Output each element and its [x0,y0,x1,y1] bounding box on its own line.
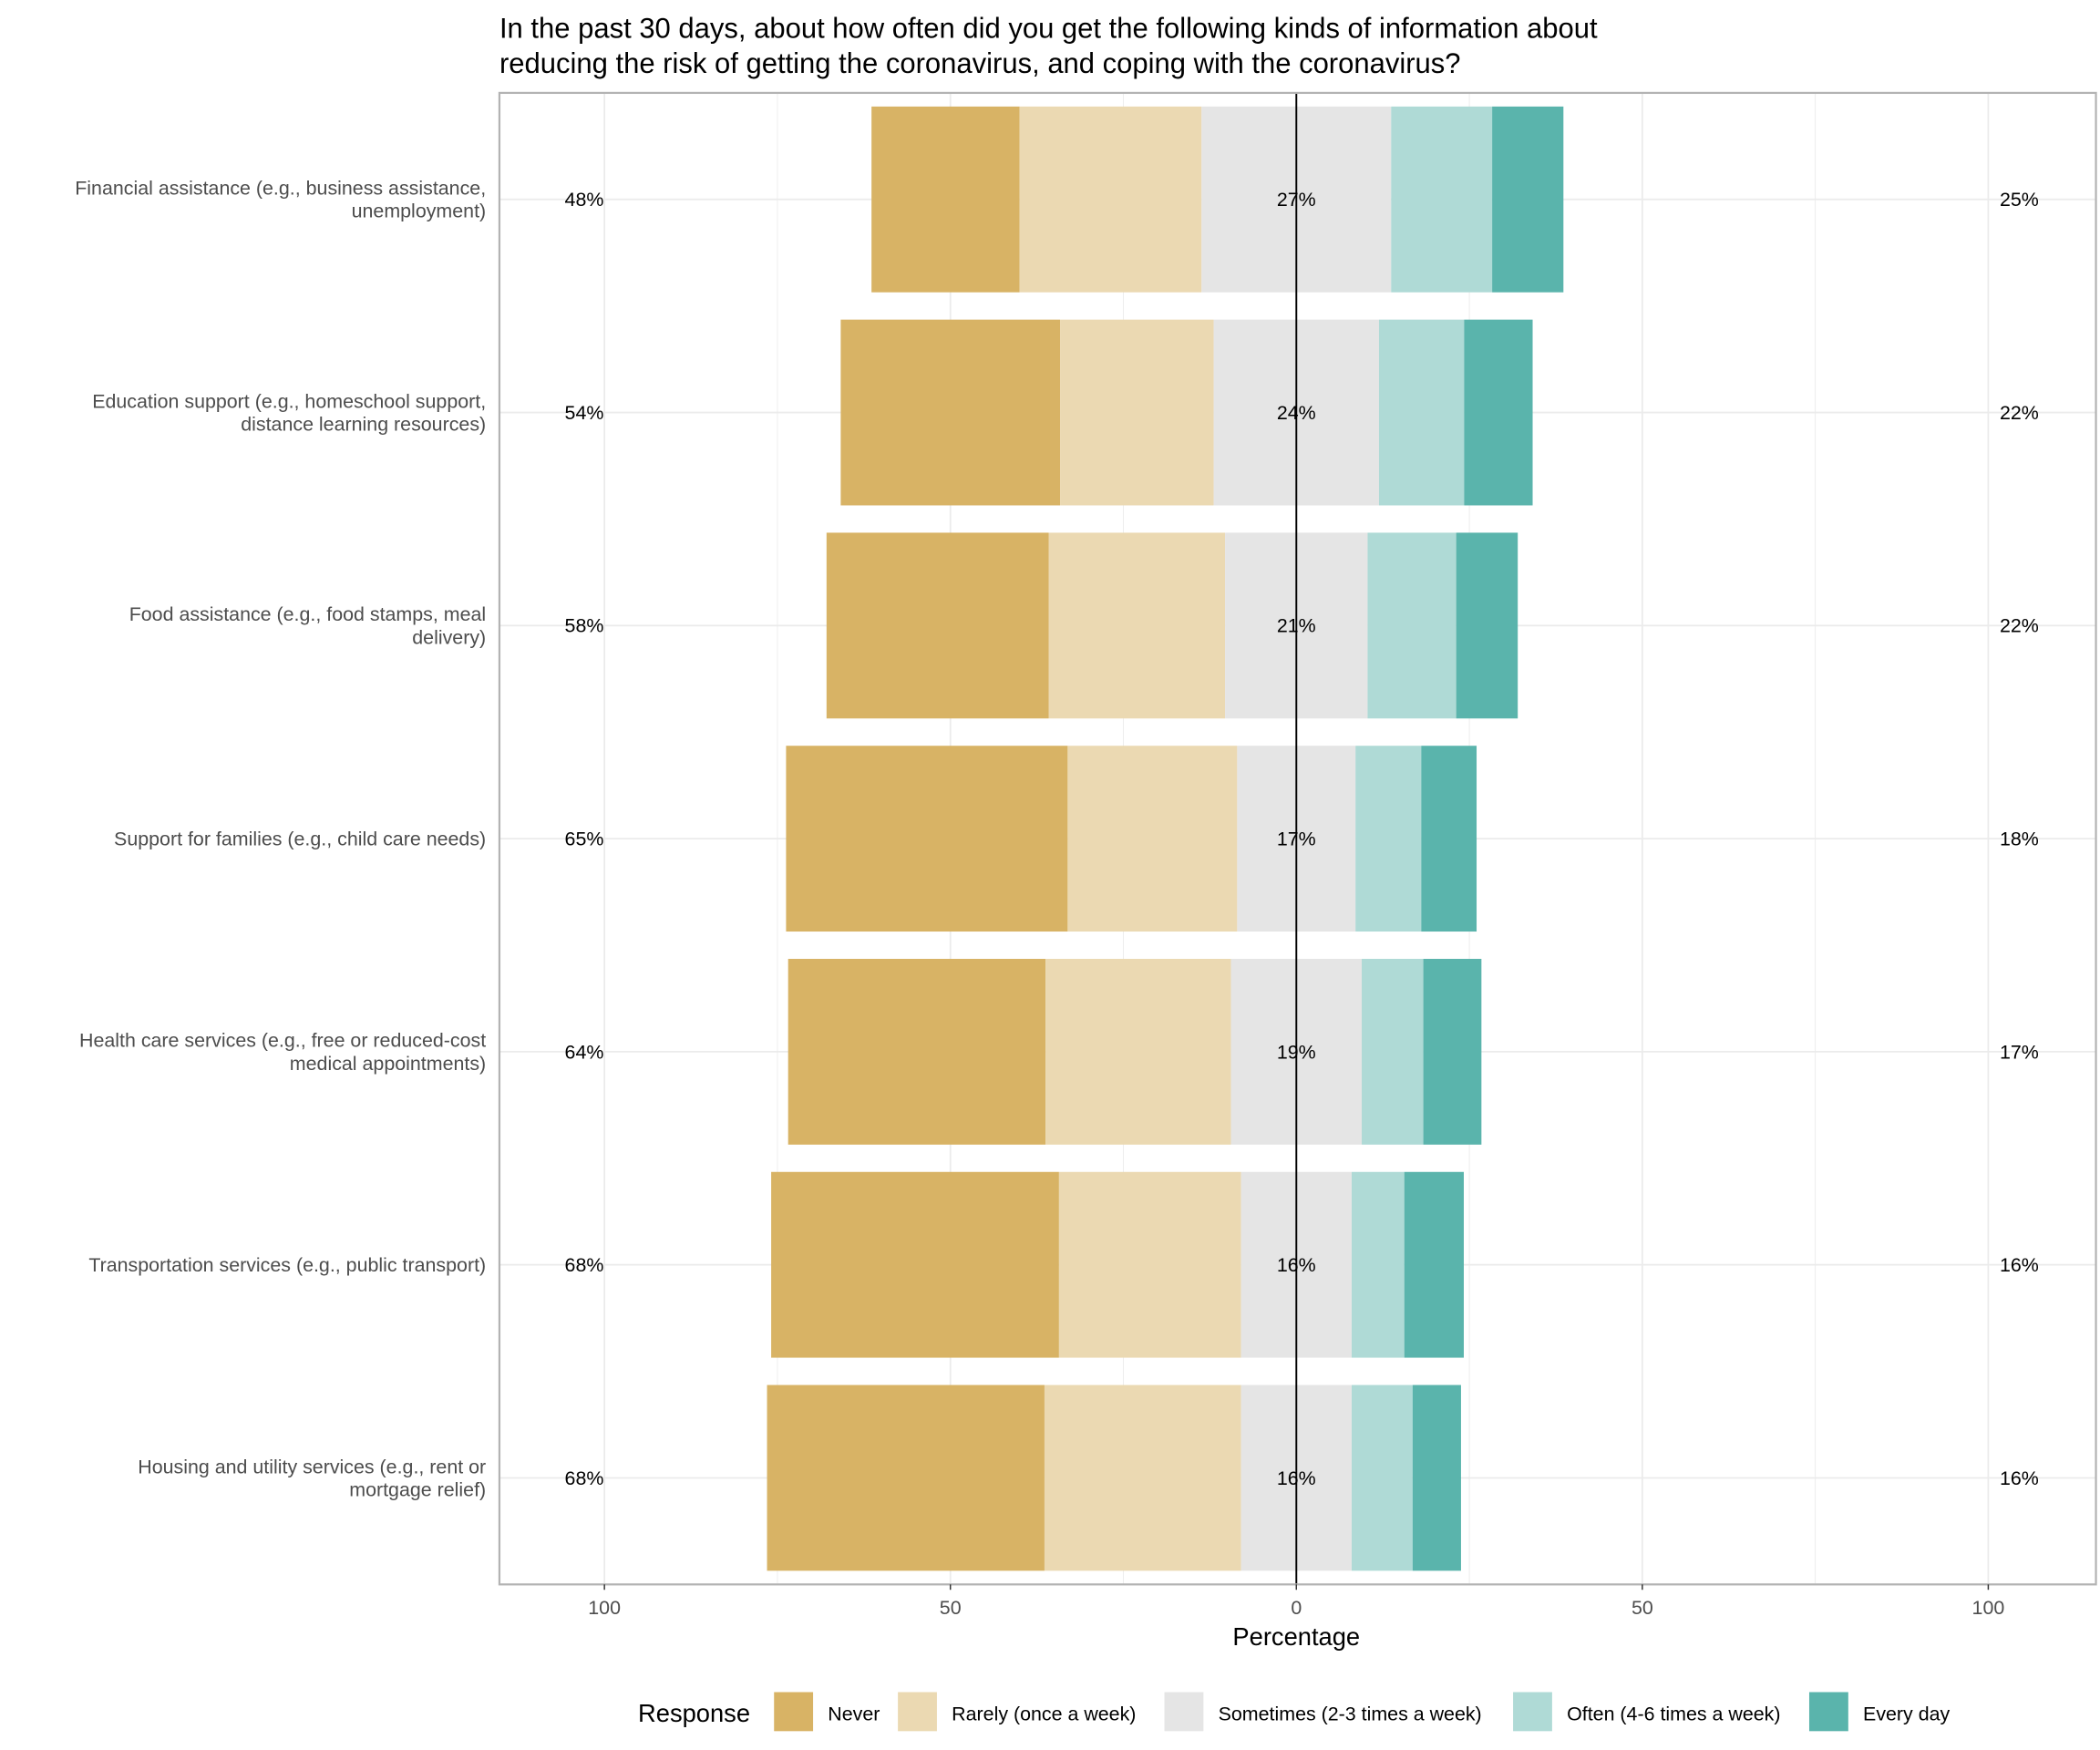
right-percent-label: 22% [2000,615,2039,637]
category-label: Support for families (e.g., child care n… [114,829,486,850]
x-tick-label: 50 [1632,1597,1653,1619]
bar-segment-often [1391,106,1493,293]
left-percent-label: 58% [565,615,604,637]
legend-label: Never [828,1704,880,1725]
left-percent-label: 54% [565,402,604,424]
legend-swatch [1513,1692,1552,1732]
left-percent-label: 68% [565,1467,604,1489]
bar-segment-never [767,1385,1045,1571]
x-tick-label: 100 [588,1597,621,1619]
legend-swatch [1164,1692,1204,1732]
bar-segment-never [771,1171,1059,1358]
bar-segment-often [1352,1385,1413,1571]
category-label: Transportation services (e.g., public tr… [88,1254,486,1276]
bar-segment-never [840,319,1061,506]
legend-label: Rarely (once a week) [952,1704,1136,1725]
bar-segment-rarely [1067,746,1238,932]
chart-title-line: In the past 30 days, about how often did… [499,12,1598,44]
category-label: Health care services (e.g., free or redu… [79,1030,486,1052]
bar-segment-rarely [1048,532,1226,719]
bar-segment-rarely [1019,106,1202,293]
category-label: Education support (e.g., homeschool supp… [92,390,486,412]
legend-label: Often (4-6 times a week) [1567,1704,1780,1725]
right-percent-label: 17% [2000,1041,2039,1063]
bar-segment-rarely [1045,958,1231,1145]
bar-segment-every [1423,958,1482,1145]
bar-segment-often [1355,746,1422,932]
x-axis-label: Percentage [1232,1622,1360,1651]
bar-segment-every [1421,746,1477,932]
left-percent-label: 65% [565,829,604,850]
bar-segment-often [1367,532,1457,719]
bar-segment-every [1404,1171,1464,1358]
bar-segment-often [1378,319,1465,506]
category-label: medical appointments) [290,1053,486,1075]
x-tick-label: 0 [1291,1597,1302,1619]
bar-segment-rarely [1060,319,1214,506]
bar-segment-every [1456,532,1518,719]
chart-title-line: reducing the risk of getting the coronav… [499,47,1461,79]
legend-swatch [1808,1692,1848,1732]
category-label: unemployment) [352,201,487,222]
panel-border [498,91,2097,1586]
legend-title: Response [638,1699,750,1727]
category-label: Financial assistance (e.g., business ass… [75,178,486,200]
right-percent-label: 22% [2000,402,2039,424]
bar-segment-often [1362,958,1424,1145]
category-label: Food assistance (e.g., food stamps, meal [129,603,486,625]
bar-segment-never [826,532,1049,719]
left-percent-label: 68% [565,1254,604,1276]
right-percent-label: 16% [2000,1254,2039,1276]
x-tick-label: 100 [1972,1597,2005,1619]
x-tick-label: 50 [940,1597,962,1619]
right-percent-label: 25% [2000,189,2039,211]
bar-segment-rarely [1058,1171,1241,1358]
legend-label: Sometimes (2-3 times a week) [1219,1704,1482,1725]
right-percent-label: 16% [2000,1467,2039,1489]
right-percent-label: 18% [2000,829,2039,850]
bar-segment-every [1492,106,1564,293]
category-label: distance learning resources) [241,414,486,436]
bar-segment-every [1412,1385,1461,1571]
bar-segment-rarely [1044,1385,1241,1571]
category-label: Housing and utility services (e.g., rent… [138,1456,486,1477]
legend-label: Every day [1863,1704,1950,1725]
category-label: delivery) [412,626,486,648]
bar-segment-never [788,958,1046,1145]
category-label: mortgage relief) [349,1478,486,1500]
legend-swatch [774,1692,814,1732]
left-percent-label: 64% [565,1041,604,1063]
legend-swatch [898,1692,937,1732]
left-percent-label: 48% [565,189,604,211]
bar-segment-every [1464,319,1533,506]
bar-segment-never [871,106,1020,293]
bar-segment-often [1352,1171,1405,1358]
bar-segment-never [786,746,1068,932]
